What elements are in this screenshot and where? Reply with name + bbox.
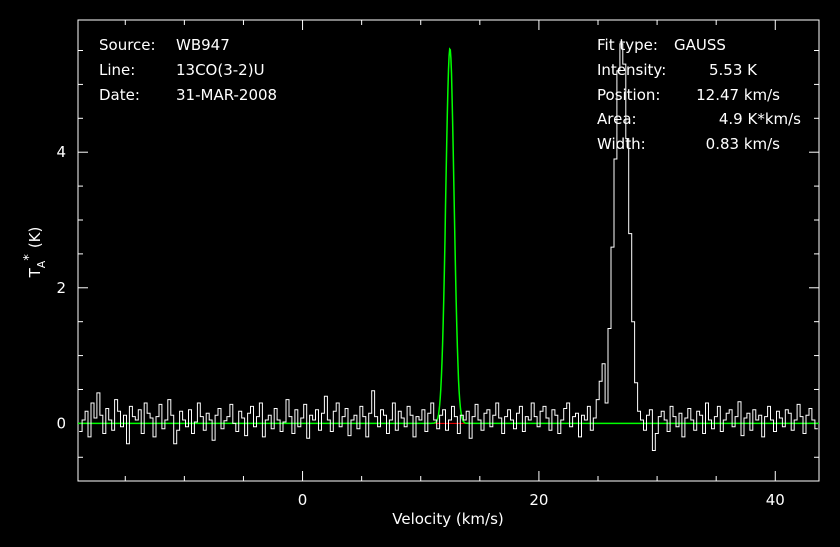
fit-type-value: GAUSS [674, 36, 726, 54]
width-key: Width: [597, 135, 646, 153]
y-tick-label: 0 [56, 414, 66, 432]
x-tick-label: 0 [298, 491, 308, 509]
position-value: 12.47 km/s [696, 86, 780, 104]
area-key: Area: [597, 110, 637, 128]
y-axis-label: TA*(K) [22, 227, 48, 279]
x-tick-label: 40 [766, 491, 785, 509]
line-value: 13CO(3-2)U [176, 61, 265, 79]
intensity-value: 5.53 K [709, 61, 758, 79]
gaussian-fit-curve [78, 47, 819, 425]
position-key: Position: [597, 86, 660, 104]
date-key: Date: [99, 86, 140, 104]
fit-type-key: Fit type: [597, 36, 658, 54]
source-key: Source: [99, 36, 156, 54]
source-value: WB947 [176, 36, 230, 54]
intensity-key: Intensity: [597, 61, 666, 79]
width-value: 0.83 km/s [706, 135, 781, 153]
source-info-panel: Source: WB947 Line: 13CO(3-2)U Date: 31-… [99, 36, 277, 104]
axis-tick-labels: 0 20 40 0 2 4 [56, 143, 784, 509]
date-value: 31-MAR-2008 [176, 86, 277, 104]
axis-ticks [78, 20, 819, 481]
x-axis-label: Velocity (km/s) [392, 510, 503, 528]
fit-info-panel: Fit type: GAUSS Intensity: 5.53 K Positi… [597, 36, 801, 153]
spectrum-line [79, 43, 818, 451]
area-value: 4.9 K*km/s [719, 110, 801, 128]
y-tick-label: 2 [56, 279, 66, 297]
y-tick-label: 4 [56, 143, 66, 161]
x-tick-label: 20 [529, 491, 548, 509]
svg-text:TA*(K): TA*(K) [22, 227, 48, 279]
plot-frame [77, 19, 820, 482]
line-key: Line: [99, 61, 135, 79]
